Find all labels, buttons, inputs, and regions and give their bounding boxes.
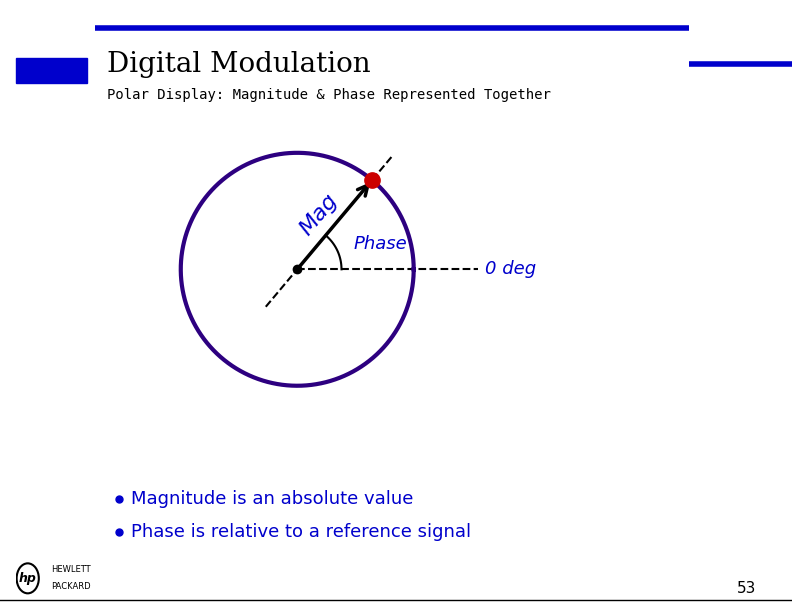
Text: Phase is relative to a reference signal: Phase is relative to a reference signal — [131, 523, 470, 542]
Text: Magnitude is an absolute value: Magnitude is an absolute value — [131, 490, 413, 508]
Text: 0 deg: 0 deg — [485, 260, 536, 278]
Text: Phase: Phase — [353, 234, 407, 253]
Text: Mag: Mag — [296, 190, 342, 239]
Text: PACKARD: PACKARD — [51, 583, 91, 591]
Text: Digital Modulation: Digital Modulation — [107, 51, 371, 78]
Text: Polar Display: Magnitude & Phase Represented Together: Polar Display: Magnitude & Phase Represe… — [107, 88, 550, 102]
Text: HEWLETT: HEWLETT — [51, 565, 91, 574]
Text: hp: hp — [19, 572, 36, 585]
Text: 53: 53 — [737, 581, 756, 596]
